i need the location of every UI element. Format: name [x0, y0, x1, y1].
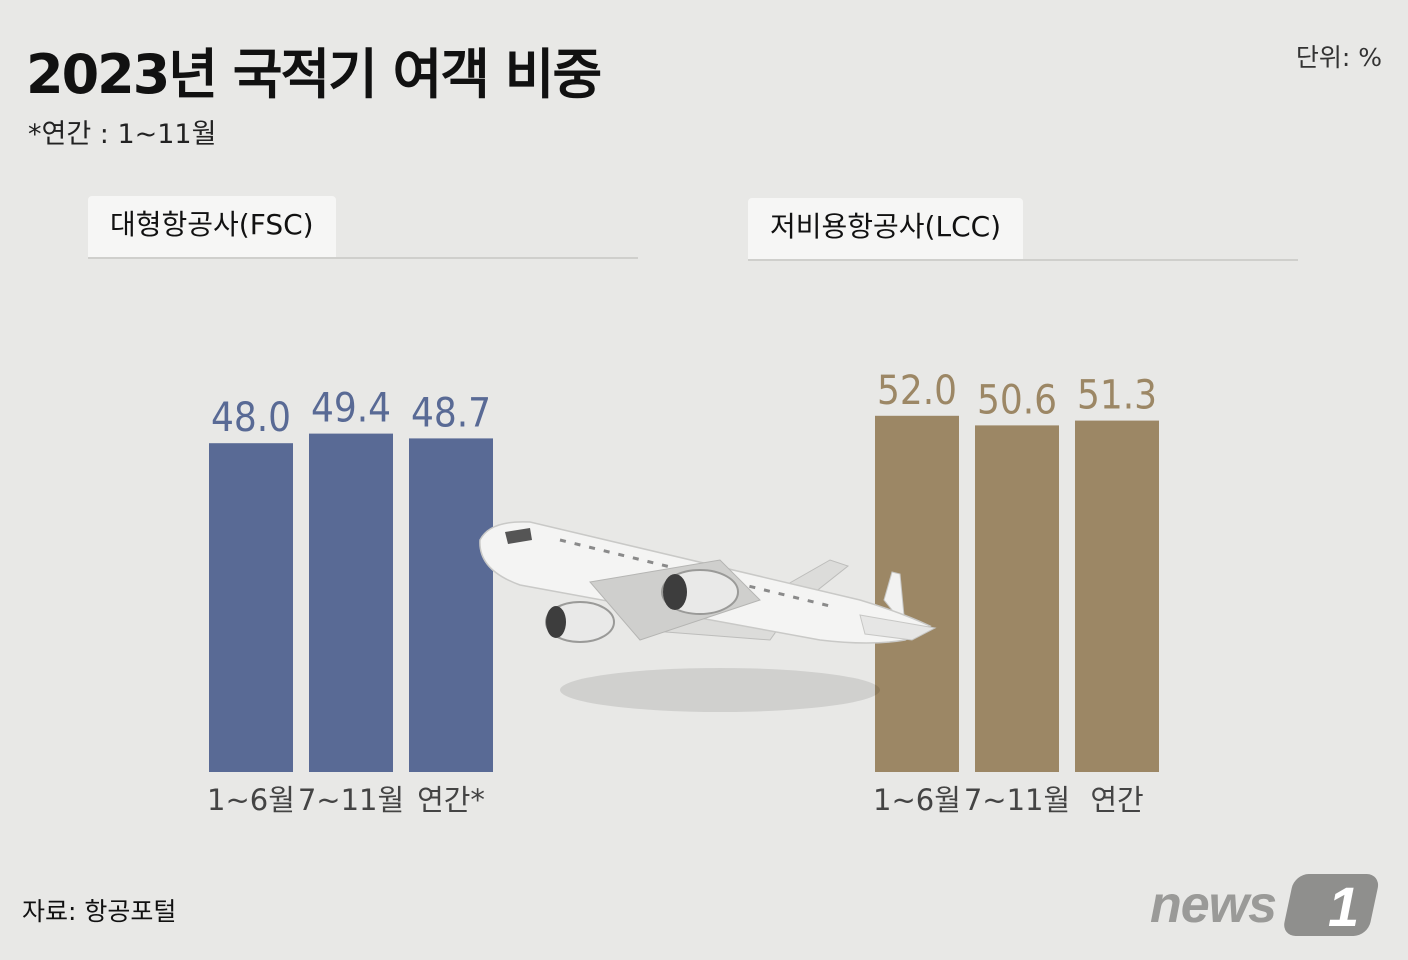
category-label-fsc-2: 연간*	[417, 783, 485, 817]
bar-fsc-0	[209, 443, 293, 772]
fsc-bars: 48.0 1~6월 49.4 7~11월 48.7 연간*	[207, 386, 493, 817]
fsc-panel-rule	[88, 257, 638, 259]
category-label-fsc-0: 1~6월	[207, 783, 295, 817]
airplane-icon	[479, 521, 937, 712]
category-label-fsc-1: 7~11월	[298, 783, 404, 817]
category-label-lcc-2: 연간	[1090, 783, 1143, 817]
lcc-panel-title: 저비용항공사(LCC)	[748, 198, 1024, 260]
bar-lcc-2	[1075, 420, 1159, 772]
source-note: 자료: 항공포털	[22, 897, 177, 926]
chart-title: 2023년 국적기 여객 비중	[26, 43, 602, 106]
category-label-lcc-1: 7~11월	[964, 783, 1070, 817]
news1-logo: news 1	[1150, 868, 1390, 952]
lcc-panel-rule	[748, 259, 1298, 261]
svg-text:news: news	[1150, 876, 1276, 934]
value-label-lcc-2: 51.3	[1077, 373, 1157, 419]
lcc-bars: 52.0 1~6월 50.6 7~11월 51.3 연간	[873, 368, 1159, 817]
bar-fsc-2	[409, 438, 493, 772]
value-label-fsc-2: 48.7	[411, 390, 491, 436]
bar-fsc-1	[309, 433, 393, 772]
fsc-panel-title: 대형항공사(FSC)	[88, 196, 336, 258]
value-label-fsc-0: 48.0	[211, 395, 291, 441]
value-label-lcc-1: 50.6	[977, 377, 1057, 423]
value-label-fsc-1: 49.4	[311, 386, 391, 432]
value-label-lcc-0: 52.0	[877, 368, 957, 414]
chart-subtitle: *연간 : 1~11월	[28, 119, 217, 150]
category-label-lcc-0: 1~6월	[873, 783, 961, 817]
bar-lcc-1	[975, 425, 1059, 772]
unit-label: 단위: %	[1295, 43, 1382, 72]
svg-text:1: 1	[1328, 875, 1359, 938]
news1-logo-mark: news 1	[1150, 874, 1379, 938]
